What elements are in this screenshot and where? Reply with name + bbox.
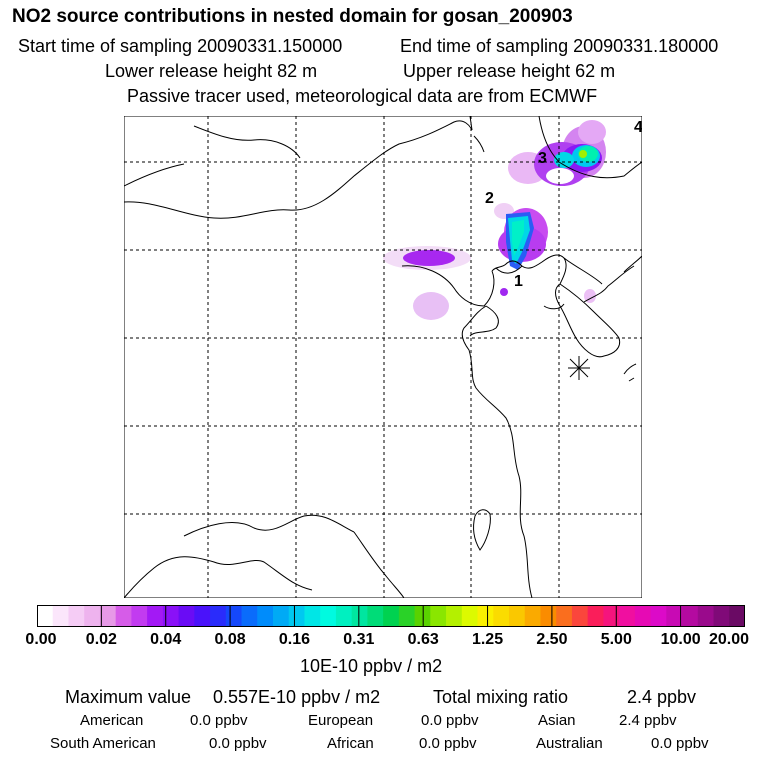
region-value-asian: 2.4 ppbv bbox=[619, 712, 677, 729]
source-marker-3: 3 bbox=[538, 150, 547, 167]
upper-release-height-label: Upper release height 62 m bbox=[403, 61, 616, 81]
colorbar-cell bbox=[68, 605, 85, 627]
colorbar-cell bbox=[477, 605, 494, 627]
asterisk-icon bbox=[568, 356, 590, 380]
region-label-american: American bbox=[80, 712, 144, 729]
colorbar-tick-label: 20.00 bbox=[708, 631, 750, 648]
map-panel: 1 2 3 4 bbox=[124, 116, 642, 598]
colorbar-cell bbox=[682, 605, 699, 627]
map-frame bbox=[124, 116, 642, 598]
colorbar-cell bbox=[210, 605, 227, 627]
colorbar-cell bbox=[84, 605, 101, 627]
colorbar-tick-label: 0.16 bbox=[278, 631, 311, 648]
lower-release-height-label: Lower release height 82 m bbox=[105, 61, 318, 81]
colorbar bbox=[37, 605, 745, 627]
colorbar-cell bbox=[320, 605, 337, 627]
total-mixing-ratio-value: 2.4 ppbv bbox=[627, 687, 697, 707]
coastlines bbox=[124, 116, 642, 598]
colorbar-cell bbox=[383, 605, 400, 627]
max-value-label: Maximum value bbox=[65, 687, 192, 707]
colorbar-cell bbox=[398, 605, 416, 627]
colorbar-cell bbox=[194, 605, 211, 627]
max-value: 0.557E-10 ppbv / m2 bbox=[213, 687, 381, 707]
colorbar-cell bbox=[335, 605, 353, 627]
start-time-label: Start time of sampling 20090331.150000 bbox=[18, 36, 343, 56]
colorbar-cell bbox=[509, 605, 526, 627]
colorbar-cell bbox=[288, 605, 306, 627]
colorbar-cell bbox=[650, 605, 667, 627]
tracer-note: Passive tracer used, meteorological data… bbox=[127, 86, 598, 106]
region-label-european: European bbox=[308, 712, 374, 729]
colorbar-cell bbox=[225, 605, 243, 627]
region-value-australian: 0.0 ppbv bbox=[651, 735, 709, 752]
colorbar-cell bbox=[37, 605, 54, 627]
colorbar-cell bbox=[571, 605, 589, 627]
region-value-african: 0.0 ppbv bbox=[419, 735, 477, 752]
total-mixing-ratio-label: Total mixing ratio bbox=[433, 687, 569, 707]
colorbar-tick-label: 0.02 bbox=[85, 631, 117, 648]
colorbar-cell bbox=[493, 605, 510, 627]
colorbar-cell bbox=[556, 605, 573, 627]
region-value-american: 0.0 ppbv bbox=[190, 712, 248, 729]
colorbar-cell bbox=[99, 605, 117, 627]
colorbar-cell bbox=[430, 605, 447, 627]
colorbar-tick-label: 0.08 bbox=[214, 631, 246, 648]
colorbar-units: 10E-10 ppbv / m2 bbox=[300, 656, 443, 676]
source-marker-4: 4 bbox=[634, 119, 642, 136]
colorbar-cell bbox=[603, 605, 620, 627]
colorbar-cell bbox=[587, 605, 604, 627]
colorbar-cell bbox=[540, 605, 557, 627]
region-label-australian: Australian bbox=[536, 735, 603, 752]
colorbar-cell bbox=[666, 605, 683, 627]
colorbar-cell bbox=[241, 605, 258, 627]
colorbar-cell bbox=[52, 605, 70, 627]
source-marker-2: 2 bbox=[485, 190, 494, 207]
region-value-south-american: 0.0 ppbv bbox=[209, 735, 267, 752]
region-label-asian: Asian bbox=[538, 712, 576, 729]
colorbar-tick-label: 10.00 bbox=[660, 631, 701, 648]
source-marker-1: 1 bbox=[514, 273, 523, 290]
concentration-plume bbox=[383, 120, 606, 320]
colorbar-cell bbox=[524, 605, 542, 627]
colorbar-tick-label: 0.04 bbox=[150, 631, 182, 648]
colorbar-tick-label: 2.50 bbox=[536, 631, 568, 648]
colorbar-cell bbox=[115, 605, 132, 627]
colorbar-cell bbox=[304, 605, 321, 627]
plot-title: NO2 source contributions in nested domai… bbox=[12, 6, 573, 27]
colorbar-cell bbox=[162, 605, 180, 627]
colorbar-cell bbox=[131, 605, 148, 627]
colorbar-cell bbox=[634, 605, 652, 627]
colorbar-tick-label: 1.25 bbox=[471, 631, 504, 648]
colorbar-cell bbox=[351, 605, 368, 627]
end-time-label: End time of sampling 20090331.180000 bbox=[400, 36, 719, 56]
colorbar-tick-label: 0.63 bbox=[407, 631, 439, 648]
colorbar-cell bbox=[697, 605, 715, 627]
colorbar-cell bbox=[178, 605, 195, 627]
colorbar-cell bbox=[461, 605, 479, 627]
colorbar-tick-label: 0.00 bbox=[25, 631, 57, 648]
colorbar-tick-label: 0.31 bbox=[343, 631, 375, 648]
colorbar-cell bbox=[367, 605, 384, 627]
region-label-african: African bbox=[327, 735, 374, 752]
colorbar-cell bbox=[619, 605, 636, 627]
colorbar-cell bbox=[446, 605, 463, 627]
colorbar-cell bbox=[257, 605, 274, 627]
region-value-european: 0.0 ppbv bbox=[421, 712, 479, 729]
colorbar-cell bbox=[729, 605, 745, 627]
colorbar-cell bbox=[147, 605, 164, 627]
colorbar-cell bbox=[273, 605, 290, 627]
colorbar-tick-label: 5.00 bbox=[600, 631, 632, 648]
colorbar-cell bbox=[713, 605, 730, 627]
region-label-south-american: South American bbox=[50, 735, 156, 752]
